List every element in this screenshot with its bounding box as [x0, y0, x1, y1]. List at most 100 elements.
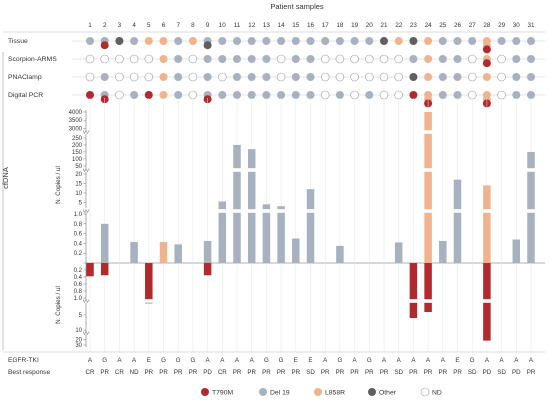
bar-break-gap	[424, 168, 433, 172]
detection-marker	[335, 91, 344, 99]
bar-negative	[145, 263, 153, 304]
footer-cell: G	[161, 357, 166, 364]
footer-cell: PR	[350, 369, 359, 376]
patient-number-label: 20	[366, 22, 374, 29]
bar-positive	[292, 238, 300, 263]
footer-row-label: Best response	[8, 369, 50, 376]
bar-positive	[233, 144, 241, 263]
y-tick-label: 150	[72, 150, 83, 156]
detection-row-label: Tissue	[8, 38, 28, 45]
footer-cell: PR	[100, 369, 109, 376]
detection-marker	[350, 54, 359, 64]
bar-positive	[203, 240, 212, 263]
footer-cell: PR	[189, 369, 198, 376]
footer-cell: PR	[409, 369, 418, 376]
detection-marker	[115, 37, 124, 45]
footer-cell: PR	[233, 369, 242, 376]
detection-marker	[380, 37, 388, 45]
detection-marker	[424, 55, 433, 63]
y-tick-label: 0.2	[74, 268, 83, 274]
detection-marker	[129, 72, 139, 82]
patient-number-label: 8	[191, 22, 195, 29]
detection-marker	[527, 73, 535, 81]
legend-swatch	[368, 388, 376, 396]
bar-positive	[159, 241, 168, 263]
patient-number-label: 17	[322, 22, 330, 29]
patient-number-label: 14	[278, 22, 286, 29]
bar-break-gap	[526, 209, 536, 213]
y-tick-label: 15	[75, 181, 82, 187]
bar-negative	[86, 263, 94, 277]
bar-break-gap	[218, 209, 227, 213]
detection-marker	[130, 91, 139, 99]
detection-row-label: PNAClamp	[8, 74, 42, 81]
y-tick-label: 20	[75, 172, 82, 178]
detection-marker	[276, 54, 286, 64]
footer-cell: E	[455, 357, 459, 364]
legend-label: Del 19	[270, 390, 290, 397]
detection-marker	[409, 73, 418, 81]
bar-positive	[100, 223, 109, 263]
detection-marker	[174, 37, 183, 45]
detection-marker	[203, 41, 212, 50]
footer-cell: PR	[438, 369, 447, 376]
detection-marker	[350, 72, 359, 82]
detection-marker	[453, 37, 462, 45]
y-tick-label: 0.2	[74, 251, 83, 257]
footer-cell: A	[235, 357, 240, 364]
y-tick-label: 1.0	[74, 212, 83, 218]
bar-positive	[424, 112, 432, 263]
patient-number-label: 28	[483, 22, 491, 29]
y-tick-label: 5	[79, 200, 83, 206]
detection-marker	[247, 73, 256, 81]
footer-cell: CR	[86, 369, 95, 376]
detection-marker	[468, 37, 477, 45]
footer-cell: PD	[483, 369, 492, 376]
y-tick-label: 1.0	[74, 296, 83, 302]
detection-marker	[527, 91, 535, 99]
detection-marker	[438, 91, 447, 99]
detection-marker	[467, 72, 477, 82]
detection-marker	[306, 73, 315, 81]
detection-marker	[203, 73, 212, 81]
bar-break-gap	[144, 299, 153, 303]
footer-cell: E	[147, 357, 151, 364]
detection-marker	[438, 37, 447, 45]
detection-marker	[306, 55, 315, 63]
patient-number-label: 26	[454, 22, 462, 29]
bar-break-gap	[424, 130, 433, 134]
detection-marker	[277, 91, 286, 99]
patient-number-label: 30	[513, 22, 521, 29]
footer-cell: PD	[203, 369, 212, 376]
footer-cell: SD	[394, 369, 403, 376]
patient-number-label: 31	[527, 22, 535, 29]
footer-cell: A	[397, 357, 402, 364]
detection-marker	[100, 73, 109, 81]
detection-marker	[320, 72, 330, 82]
detection-marker	[453, 55, 462, 63]
detection-marker	[409, 55, 418, 63]
detection-marker	[291, 91, 300, 99]
footer-cell: A	[426, 357, 431, 364]
bar-break-gap	[482, 209, 491, 213]
footer-row-label: EGFR-TKI	[8, 357, 39, 364]
y-tick-label: 30	[75, 343, 82, 349]
detection-marker	[424, 73, 433, 81]
patient-number-label: 9	[206, 22, 210, 29]
bar-negative	[409, 263, 418, 318]
footer-cell: SD	[468, 369, 477, 376]
bar-positive	[439, 240, 447, 263]
patient-number-label: 12	[248, 22, 256, 29]
detection-marker	[467, 54, 477, 64]
footer-cell: A	[529, 357, 534, 364]
detection-marker	[233, 55, 241, 63]
footer-cell: PR	[336, 369, 345, 376]
legend-label: T790M	[212, 390, 233, 397]
cfdna-label: cfDNA	[1, 167, 10, 189]
detection-marker	[379, 54, 389, 64]
patient-number-label: 3	[118, 22, 122, 29]
footer-cell: A	[411, 357, 416, 364]
footer-cell: A	[132, 357, 137, 364]
detection-marker	[159, 55, 168, 63]
